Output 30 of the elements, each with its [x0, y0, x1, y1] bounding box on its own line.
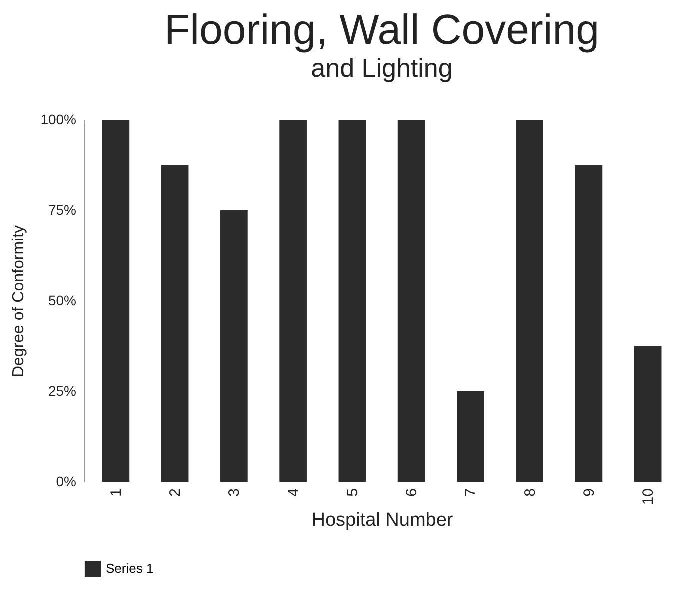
bar — [280, 120, 307, 482]
y-axis-title: Degree of Conformity — [10, 225, 28, 378]
bar — [516, 120, 544, 482]
bar — [220, 210, 248, 482]
x-tick-label: 1 — [108, 488, 125, 497]
x-tick-label: 3 — [226, 488, 244, 497]
bar — [634, 346, 662, 482]
chart-title: Flooring, Wall Covering — [164, 6, 600, 53]
x-tick-label: 8 — [522, 488, 539, 497]
x-tick-label: 6 — [404, 488, 421, 497]
bar — [161, 165, 189, 482]
x-tick-label: 7 — [462, 488, 480, 497]
bar — [102, 120, 130, 482]
x-tick-label: 10 — [640, 488, 658, 506]
x-tick-label: 2 — [167, 488, 184, 497]
x-tick-label: 9 — [580, 488, 598, 497]
y-tick-label: 50% — [48, 292, 76, 308]
chart-subtitle: and Lighting — [311, 53, 453, 83]
legend-label: Series 1 — [106, 561, 154, 576]
x-tick-label: 4 — [285, 488, 302, 497]
y-tick-label: 0% — [56, 474, 76, 490]
x-axis-title: Hospital Number — [312, 510, 454, 532]
bar — [575, 165, 603, 482]
bar — [457, 392, 484, 482]
bar — [398, 120, 426, 482]
y-tick-label: 100% — [40, 112, 76, 128]
y-tick-label: 25% — [48, 383, 76, 399]
y-tick-label: 75% — [48, 202, 76, 218]
bar — [338, 120, 366, 482]
x-tick-label: 5 — [344, 488, 362, 497]
